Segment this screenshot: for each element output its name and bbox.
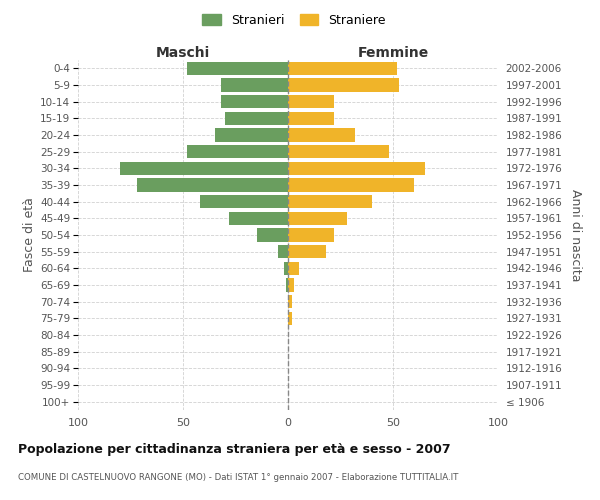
Bar <box>288 162 425 175</box>
Bar <box>120 162 288 175</box>
Text: Popolazione per cittadinanza straniera per età e sesso - 2007: Popolazione per cittadinanza straniera p… <box>18 442 451 456</box>
Y-axis label: Fasce di età: Fasce di età <box>23 198 36 272</box>
Bar <box>288 262 299 275</box>
Bar <box>288 245 326 258</box>
Bar <box>286 278 288 291</box>
Text: Femmine: Femmine <box>358 46 428 60</box>
Bar <box>221 95 288 108</box>
Bar <box>257 228 288 241</box>
Legend: Stranieri, Straniere: Stranieri, Straniere <box>202 14 386 26</box>
Bar <box>288 195 372 208</box>
Bar <box>221 78 288 92</box>
Bar <box>284 262 288 275</box>
Bar <box>277 245 288 258</box>
Bar <box>200 195 288 208</box>
Bar <box>288 178 414 192</box>
Bar <box>288 95 334 108</box>
Bar <box>288 278 295 291</box>
Bar <box>288 78 400 92</box>
Bar <box>215 128 288 141</box>
Bar <box>288 228 334 241</box>
Bar <box>288 112 334 125</box>
Text: COMUNE DI CASTELNUOVO RANGONE (MO) - Dati ISTAT 1° gennaio 2007 - Elaborazione T: COMUNE DI CASTELNUOVO RANGONE (MO) - Dat… <box>18 472 458 482</box>
Bar <box>187 145 288 158</box>
Bar <box>288 295 292 308</box>
Bar <box>137 178 288 192</box>
Bar <box>288 212 347 225</box>
Bar <box>288 312 292 325</box>
Bar <box>225 112 288 125</box>
Bar <box>288 145 389 158</box>
Y-axis label: Anni di nascita: Anni di nascita <box>569 188 583 281</box>
Bar <box>288 128 355 141</box>
Bar <box>229 212 288 225</box>
Bar <box>187 62 288 75</box>
Bar <box>288 62 397 75</box>
Text: Maschi: Maschi <box>156 46 210 60</box>
